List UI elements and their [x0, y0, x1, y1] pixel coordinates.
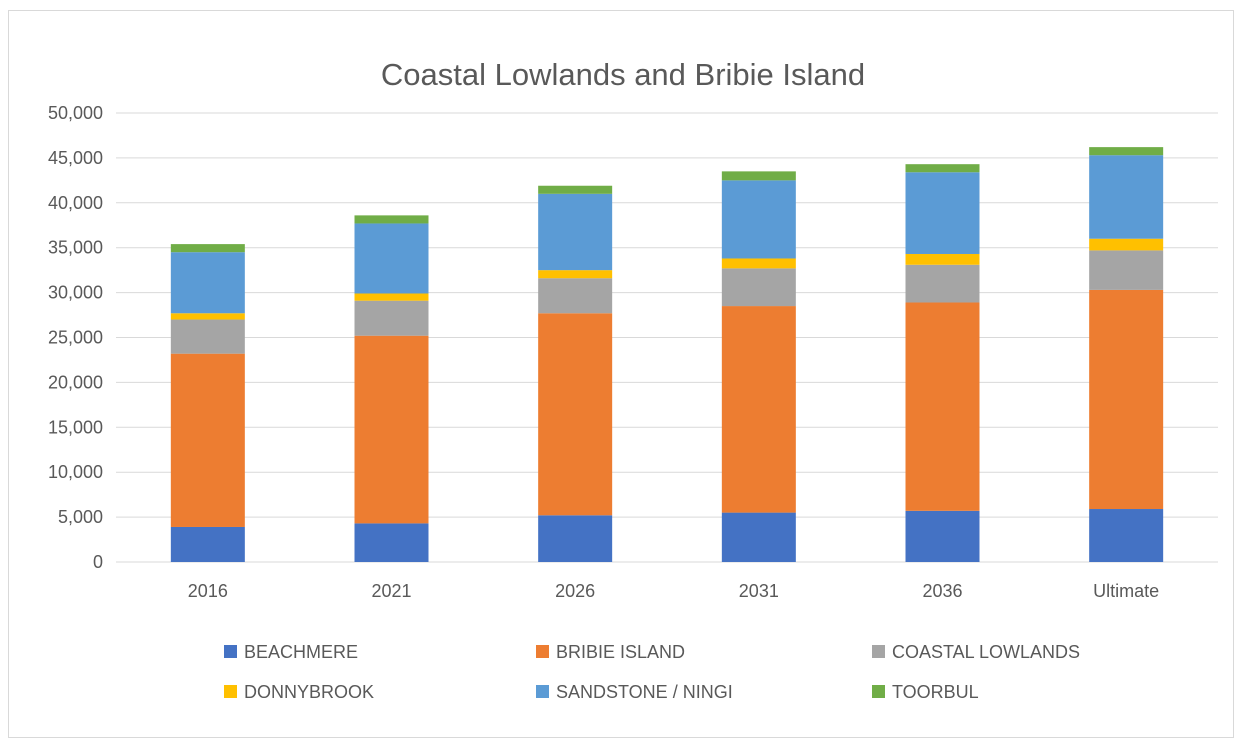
bar-segment [354, 300, 429, 336]
bar-segment [905, 302, 980, 511]
legend-item: BEACHMERE [224, 642, 358, 662]
bar-stack [170, 244, 245, 562]
bar-segment [905, 253, 980, 265]
legend-swatch [224, 645, 237, 658]
bar-segment [170, 353, 245, 527]
bar-stack [1089, 147, 1164, 562]
bar-segment [538, 278, 613, 314]
legend-label: BEACHMERE [244, 642, 358, 662]
legend: BEACHMERE BRIBIE ISLAND COASTAL LOWLANDS DO… [224, 642, 1080, 702]
y-tick-label: 0 [93, 552, 103, 572]
legend-item: BRIBIE ISLAND [536, 642, 685, 662]
legend-item: COASTAL LOWLANDS [872, 642, 1080, 662]
legend-label: COASTAL LOWLANDS [892, 642, 1080, 662]
bars [170, 147, 1164, 562]
stacked-bar-chart: Coastal Lowlands and Bribie Island 0 5,00… [48, 57, 1218, 702]
legend-swatch [536, 645, 549, 658]
bar-segment [721, 306, 796, 513]
y-tick-label: 45,000 [48, 148, 103, 168]
bar-segment [170, 252, 245, 314]
chart-title: Coastal Lowlands and Bribie Island [381, 57, 865, 92]
bar-stack [721, 171, 796, 562]
bar-segment [905, 264, 980, 303]
bar-segment [1089, 250, 1164, 290]
x-axis-tick-labels: 2016 2021 2026 2031 2036 Ultimate [188, 581, 1159, 601]
bar-stack [538, 185, 613, 562]
bar-stack [905, 164, 980, 562]
x-tick-label: 2031 [739, 581, 779, 601]
y-tick-label: 25,000 [48, 328, 103, 348]
bar-segment [354, 335, 429, 524]
legend-label: DONNYBROOK [244, 682, 374, 702]
y-tick-label: 5,000 [58, 507, 103, 527]
legend-swatch [872, 685, 885, 698]
y-tick-label: 15,000 [48, 417, 103, 437]
bar-segment [1089, 289, 1164, 510]
x-tick-label: Ultimate [1093, 581, 1159, 601]
bar-segment [721, 258, 796, 269]
y-tick-label: 10,000 [48, 462, 103, 482]
bar-segment [538, 185, 613, 194]
legend-swatch [224, 685, 237, 698]
legend-swatch [872, 645, 885, 658]
x-tick-label: 2036 [922, 581, 962, 601]
bar-segment [905, 172, 980, 254]
bar-segment [1089, 147, 1164, 156]
legend-item: TOORBUL [872, 682, 979, 702]
y-tick-label: 40,000 [48, 193, 103, 213]
x-tick-label: 2016 [188, 581, 228, 601]
chart-container: Coastal Lowlands and Bribie Island 0 5,00… [8, 10, 1234, 738]
bar-segment [354, 223, 429, 294]
y-tick-label: 30,000 [48, 283, 103, 303]
legend-label: SANDSTONE / NINGI [556, 682, 733, 702]
bar-segment [538, 270, 613, 279]
bar-segment [170, 526, 245, 562]
bar-segment [721, 512, 796, 562]
y-tick-label: 50,000 [48, 103, 103, 123]
bar-segment [170, 244, 245, 253]
x-tick-label: 2026 [555, 581, 595, 601]
y-tick-label: 35,000 [48, 238, 103, 258]
bar-segment [721, 171, 796, 181]
x-tick-label: 2021 [371, 581, 411, 601]
legend-item: SANDSTONE / NINGI [536, 682, 733, 702]
bar-stack [354, 215, 429, 562]
bar-segment [538, 193, 613, 271]
bar-segment [905, 164, 980, 173]
bar-segment [721, 268, 796, 307]
bar-segment [354, 215, 429, 224]
legend-swatch [536, 685, 549, 698]
bar-segment [170, 313, 245, 320]
legend-item: DONNYBROOK [224, 682, 374, 702]
y-tick-label: 20,000 [48, 372, 103, 392]
bar-segment [170, 319, 245, 354]
bar-segment [1089, 509, 1164, 562]
bar-segment [721, 180, 796, 259]
legend-label: BRIBIE ISLAND [556, 642, 685, 662]
bar-segment [538, 313, 613, 516]
bar-segment [354, 293, 429, 301]
bar-segment [905, 510, 980, 562]
bar-segment [354, 523, 429, 562]
bar-segment [1089, 155, 1164, 239]
bar-segment [1089, 238, 1164, 251]
y-axis-tick-labels: 0 5,000 10,000 15,000 20,000 25,000 30,000 35,0… [48, 103, 103, 572]
legend-label: TOORBUL [892, 682, 979, 702]
gridlines [116, 112, 1218, 563]
bar-segment [538, 515, 613, 562]
